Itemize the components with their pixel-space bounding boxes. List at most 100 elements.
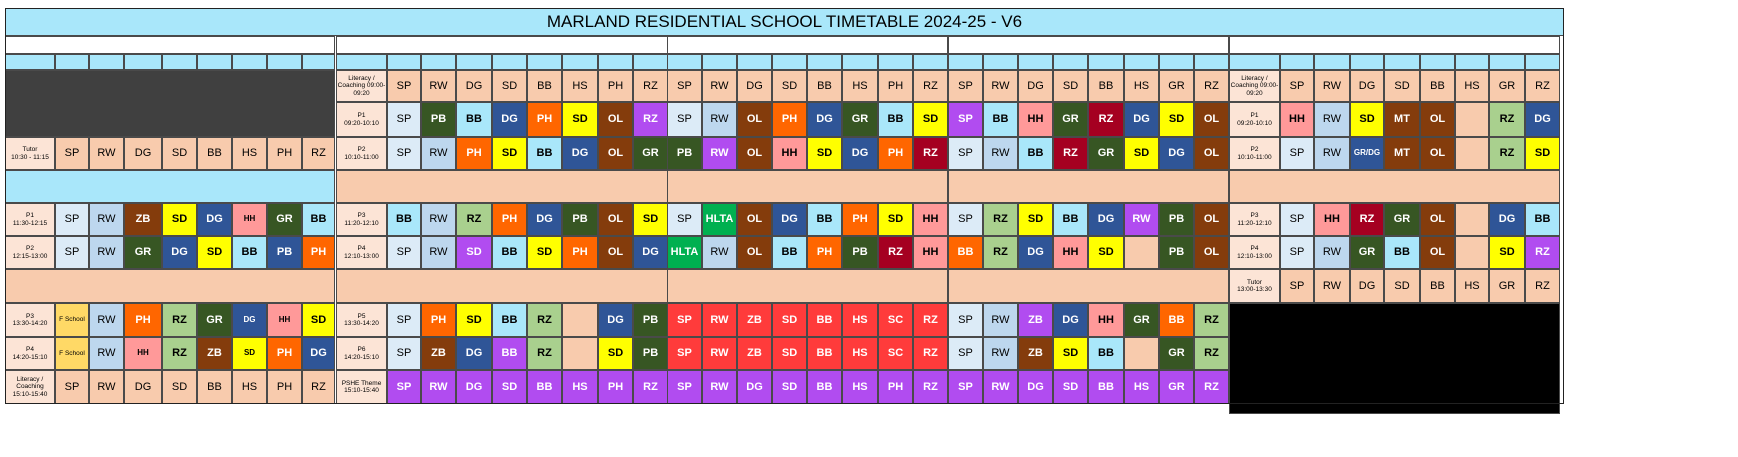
cell-friday-r4-d: GR [1384, 203, 1420, 236]
cell-wednesday-r9-c: DG [737, 370, 772, 404]
cell-thursday-r8-f [1124, 337, 1159, 370]
cell-friday-r2-trb: RW [1314, 137, 1350, 170]
cell-friday-r2-e: OL [1420, 137, 1455, 170]
cell-thursday-r9-d: SD [1053, 370, 1088, 404]
cell-wednesday-r9-tra: SP [667, 370, 702, 404]
cell-friday-r1-h: DG [1525, 102, 1560, 137]
cell-monday-r8-d: RZ [162, 337, 197, 370]
cell-thursday-r1-trb: BB [983, 102, 1018, 137]
cell-tuesday-r9-trb: RW [421, 370, 456, 404]
cell-monday-r7-c: PH [124, 303, 162, 337]
cell-tuesday-r9-f: HS [562, 370, 598, 404]
cell-wednesday-r4-e: BB [807, 203, 842, 236]
cell-tuesday-r2-f: DG [562, 137, 598, 170]
column-header-d [162, 54, 197, 70]
cell-monday-r2-trb: RW [89, 137, 124, 170]
cell-tuesday-r8-trb: ZB [421, 337, 456, 370]
cell-tuesday-r0-f: HS [562, 70, 598, 102]
cell-wednesday-r7-e: BB [807, 303, 842, 337]
cell-monday-r8-h: DG [302, 337, 335, 370]
cell-thursday-r8-trb: RW [983, 337, 1018, 370]
cell-monday-r5-d: DG [162, 236, 197, 269]
cell-thursday-r2-c: BB [1018, 137, 1053, 170]
timetable-title: MARLAND RESIDENTIAL SCHOOL TIMETABLE 202… [5, 8, 1564, 36]
cell-thursday-r4-c: SD [1018, 203, 1053, 236]
cell-tuesday-r1-h: RZ [633, 102, 668, 137]
cell-tuesday-r1-e: PH [527, 102, 562, 137]
cell-friday-r4-c: RZ [1350, 203, 1384, 236]
cell-wednesday-r9-trb: RW [702, 370, 737, 404]
cell-thursday-r9-h: RZ [1194, 370, 1229, 404]
cell-friday-r4-g: DG [1489, 203, 1525, 236]
cell-wednesday-r9-h: RZ [913, 370, 948, 404]
cell-thursday-r7-h: RZ [1194, 303, 1229, 337]
cell-friday-r2-c: GR/DG [1350, 137, 1384, 170]
cell-monday-r5-trb: RW [89, 236, 124, 269]
cell-monday-r7-e: GR [197, 303, 232, 337]
cell-tuesday-r9-c: DG [456, 370, 492, 404]
cell-friday-r2-d: MT [1384, 137, 1420, 170]
cell-wednesday-r2-g: PH [878, 137, 913, 170]
cell-tuesday-r1-f: SD [562, 102, 598, 137]
cell-thursday-r1-g: SD [1159, 102, 1194, 137]
cell-tuesday-r7-trb: PH [421, 303, 456, 337]
cell-wednesday-r0-d: SD [772, 70, 807, 102]
cell-wednesday-r8-h: RZ [913, 337, 948, 370]
cell-monday-r9-g: PH [267, 370, 302, 404]
cell-wednesday-r1-e: DG [807, 102, 842, 137]
day-header-friday [1229, 36, 1560, 54]
cell-tuesday-r8-tra: SP [387, 337, 421, 370]
band-wednesday-6 [667, 269, 948, 303]
period-label-monday-8: P4 14:20-15:10 [5, 337, 55, 370]
band-thursday-3 [948, 170, 1229, 203]
column-header-f [842, 54, 878, 70]
period-label-friday-0: Literacy / Coaching 09:00- 09:20 [1229, 70, 1280, 102]
cell-wednesday-r1-tra: SP [667, 102, 702, 137]
period-label-tuesday-5: P4 12:10-13:00 [336, 236, 387, 269]
cell-wednesday-r2-h: RZ [913, 137, 948, 170]
cell-friday-r5-tra: SP [1280, 236, 1314, 269]
cell-wednesday-r5-h: HH [913, 236, 948, 269]
period-label-tuesday-0: Literacy / Coaching 09:00- 09:20 [336, 70, 387, 102]
cell-thursday-r9-e: BB [1088, 370, 1124, 404]
column-header-d [492, 54, 527, 70]
cell-wednesday-r9-e: BB [807, 370, 842, 404]
cell-thursday-r0-h: RZ [1194, 70, 1229, 102]
period-label-monday-9: Literacy / Coaching 15:10-15:40 [5, 370, 55, 404]
cell-friday-r6-trb: RW [1314, 269, 1350, 303]
cell-monday-r2-f: HS [232, 137, 267, 170]
cell-thursday-r0-f: HS [1124, 70, 1159, 102]
cell-wednesday-r1-trb: RW [702, 102, 737, 137]
cell-monday-r2-c: DG [124, 137, 162, 170]
cell-monday-r7-f: DG [232, 303, 267, 337]
column-header-tra [387, 54, 421, 70]
cell-monday-r5-g: PB [267, 236, 302, 269]
cell-thursday-r7-tra: SP [948, 303, 983, 337]
column-header-c [737, 54, 772, 70]
cell-friday-r1-f [1455, 102, 1489, 137]
period-label-friday-2: P2 10:10-11:00 [1229, 137, 1280, 170]
cell-tuesday-r2-trb: RW [421, 137, 456, 170]
period-label-tuesday-7: P5 13:30-14:20 [336, 303, 387, 337]
day-header-thursday [948, 36, 1229, 54]
cell-friday-r2-tra: SP [1280, 137, 1314, 170]
column-header-g [1159, 54, 1194, 70]
period-label-tuesday-4: P3 11:20-12:10 [336, 203, 387, 236]
cell-tuesday-r2-g: OL [598, 137, 633, 170]
day-header-monday [5, 36, 335, 54]
column-header-f [1124, 54, 1159, 70]
cell-wednesday-r8-e: BB [807, 337, 842, 370]
column-header-g [878, 54, 913, 70]
cell-tuesday-r8-e: RZ [527, 337, 562, 370]
cell-friday-r0-d: SD [1384, 70, 1420, 102]
band-friday-3 [1229, 170, 1560, 203]
cell-monday-r5-c: GR [124, 236, 162, 269]
cell-wednesday-r0-c: DG [737, 70, 772, 102]
cell-monday-r2-d: SD [162, 137, 197, 170]
cell-thursday-r0-c: DG [1018, 70, 1053, 102]
cell-tuesday-r9-h: RZ [633, 370, 668, 404]
period-label-tuesday-2: P2 10:10-11:00 [336, 137, 387, 170]
cell-wednesday-r2-tra: PB [667, 137, 702, 170]
cell-wednesday-r0-tra: SP [667, 70, 702, 102]
cell-wednesday-r0-h: RZ [913, 70, 948, 102]
